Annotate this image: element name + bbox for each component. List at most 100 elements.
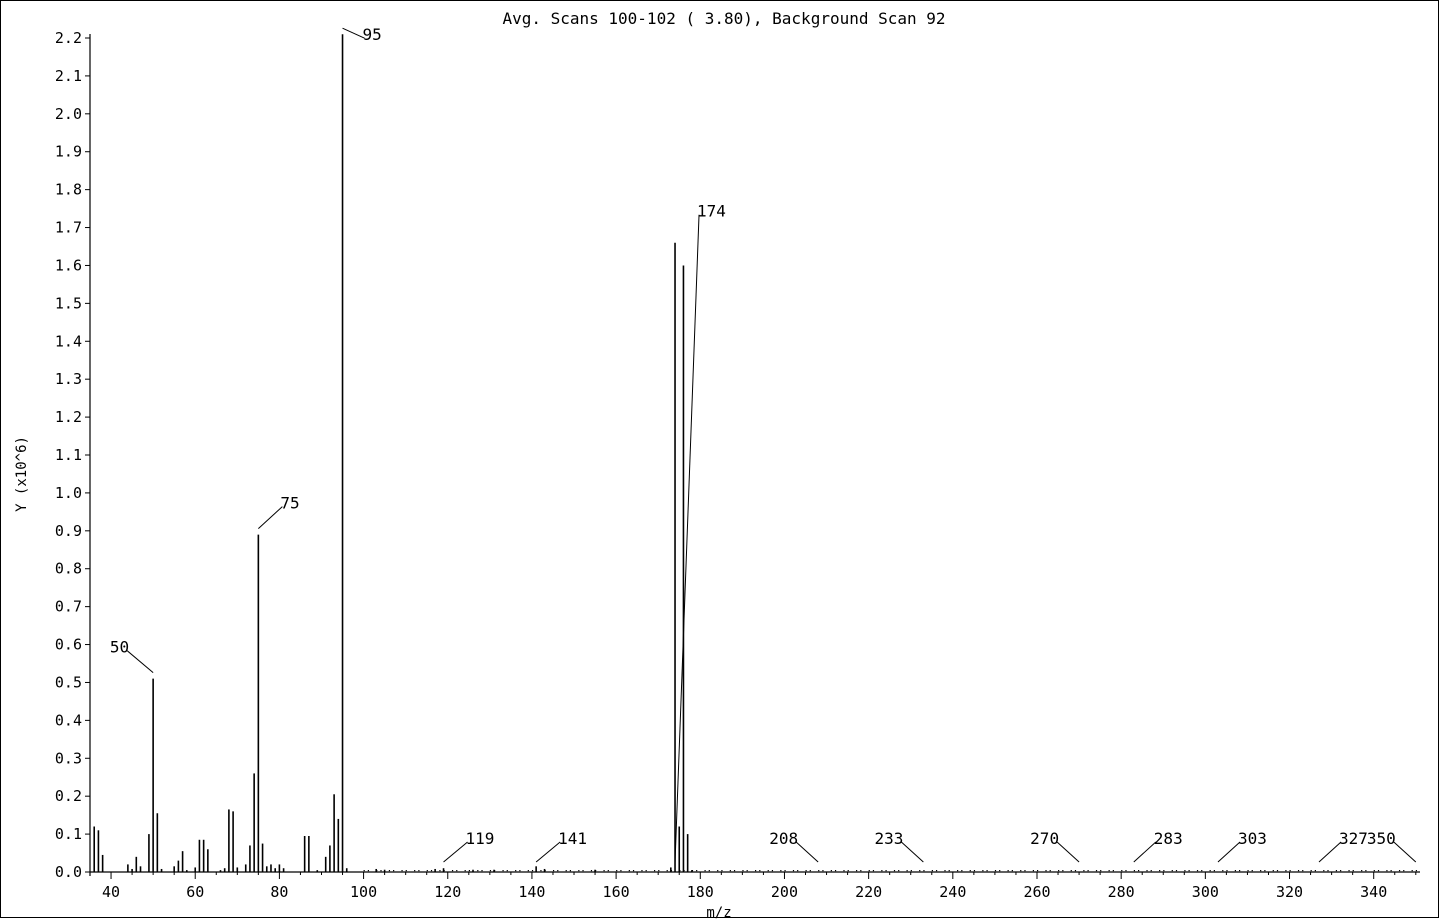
baseline-noise-mark	[380, 870, 382, 872]
peak-label: 119	[466, 829, 495, 848]
baseline-noise-mark	[1323, 870, 1325, 872]
x-tick-label: 340	[1360, 883, 1387, 901]
x-tick-label: 180	[687, 883, 714, 901]
baseline-noise-mark	[1133, 870, 1135, 872]
baseline-noise-mark	[565, 870, 567, 872]
baseline-noise-mark	[885, 870, 887, 872]
baseline-noise-mark	[1049, 870, 1051, 872]
baseline-noise-mark	[944, 870, 946, 872]
baseline-noise-mark	[515, 870, 517, 872]
baseline-noise-mark	[468, 870, 470, 872]
x-tick-label: 140	[518, 883, 545, 901]
peak-label-leader	[1056, 841, 1080, 863]
peak-label-leader	[535, 841, 561, 863]
x-axis-title: m/z	[706, 905, 731, 919]
baseline-noise-mark	[1222, 870, 1224, 872]
y-tick-label: 0.2	[55, 787, 82, 805]
x-tick-label: 100	[350, 883, 377, 901]
y-tick-label: 0.6	[55, 636, 82, 654]
baseline-noise-mark	[856, 870, 858, 872]
baseline-noise-mark	[792, 870, 795, 872]
baseline-noise-mark	[830, 870, 832, 872]
plot-area: 0.0 0.1 0.2 0.3 0.4 0.5 0.6 0.7 0.8 0.9 1.0 1.1 1.2 1…	[55, 25, 1420, 901]
y-tick-label: 0.5	[55, 673, 82, 691]
baseline-noise-mark	[451, 870, 454, 872]
baseline-noise-mark	[582, 870, 584, 872]
x-tick-label: 200	[771, 883, 798, 901]
y-tick-label: 1.8	[55, 181, 82, 199]
peak-label: 303	[1238, 829, 1267, 848]
baseline-noise-mark	[1415, 870, 1417, 872]
baseline-noise-mark	[363, 870, 365, 872]
peak-label-leader	[1393, 841, 1417, 863]
baseline-noise-mark	[641, 870, 643, 872]
baseline-noise-mark	[481, 870, 483, 872]
baseline-noise-mark	[1163, 870, 1165, 872]
baseline-noise-mark	[456, 870, 458, 872]
baseline-noise-mark	[868, 870, 870, 872]
y-tick-label: 1.9	[55, 143, 82, 161]
baseline-noise-mark	[653, 870, 656, 872]
baseline-noise-mark	[1361, 870, 1363, 872]
baseline-noise-mark	[1175, 870, 1178, 872]
baseline-noise-mark	[986, 870, 988, 872]
baseline-noise-mark	[872, 870, 875, 872]
baseline-noise-mark	[679, 870, 681, 872]
baseline-noise-mark	[414, 870, 416, 872]
baseline-noise-mark	[1310, 870, 1312, 872]
y-tick-label: 1.7	[55, 219, 82, 237]
baseline-noise-mark	[506, 870, 508, 872]
baseline-noise-mark	[590, 870, 593, 872]
baseline-noise-mark	[645, 870, 647, 872]
baseline-noise-mark	[1234, 870, 1237, 872]
baseline-noise-mark	[595, 870, 597, 872]
baseline-noise-mark	[961, 870, 963, 872]
baseline-noise-mark	[822, 870, 824, 872]
peak-label: 75	[280, 494, 299, 513]
peak-label: 270	[1030, 829, 1059, 848]
baseline-noise-mark	[1045, 870, 1047, 872]
baseline-noise-mark	[1112, 870, 1114, 872]
baseline-noise-mark	[603, 870, 605, 872]
baseline-noise-mark	[683, 870, 685, 872]
baseline-noise-mark	[898, 870, 900, 872]
x-tick-label: 320	[1276, 883, 1303, 901]
baseline-noise-mark	[443, 870, 445, 872]
baseline-noise-mark	[923, 870, 925, 872]
baseline-noise-mark	[489, 870, 492, 872]
peak-label-leader	[1133, 841, 1157, 863]
peak-label: 327	[1339, 829, 1368, 848]
baseline-noise-mark	[1213, 870, 1215, 872]
baseline-noise-mark	[1201, 870, 1203, 872]
baseline-noise-mark	[430, 870, 433, 872]
baseline-noise-mark	[1032, 870, 1034, 872]
y-tick-label: 0.3	[55, 749, 82, 767]
baseline-noise-mark	[1108, 870, 1110, 872]
baseline-noise-mark	[1239, 870, 1241, 872]
baseline-noise-mark	[1403, 870, 1405, 872]
peak-label-leader	[1217, 841, 1241, 863]
baseline-noise-mark	[893, 870, 896, 872]
peak-label-leader	[674, 214, 700, 863]
baseline-noise-mark	[1373, 870, 1375, 872]
baseline-noise-mark	[1365, 870, 1367, 872]
baseline-noise-mark	[1074, 870, 1077, 872]
baseline-noise-mark	[834, 870, 837, 872]
baseline-noise-mark	[847, 870, 849, 872]
y-tick-label: 0.1	[55, 825, 82, 843]
baseline-noise-mark	[477, 870, 479, 872]
y-tick-label: 0.8	[55, 560, 82, 578]
baseline-noise-mark	[1070, 870, 1072, 872]
baseline-noise-mark	[1398, 870, 1401, 872]
baseline-noise-mark	[1159, 870, 1161, 872]
baseline-noise-mark	[931, 870, 933, 872]
baseline-noise-mark	[540, 870, 542, 872]
baseline-noise-mark	[1209, 870, 1211, 872]
baseline-noise-mark	[1386, 870, 1388, 872]
baseline-noise-mark	[439, 870, 441, 872]
baseline-noise-mark	[717, 870, 719, 872]
x-tick-label: 240	[939, 883, 966, 901]
baseline-noise-mark	[527, 870, 529, 872]
x-tick-label: 300	[1192, 883, 1219, 901]
baseline-noise-mark	[780, 870, 782, 872]
